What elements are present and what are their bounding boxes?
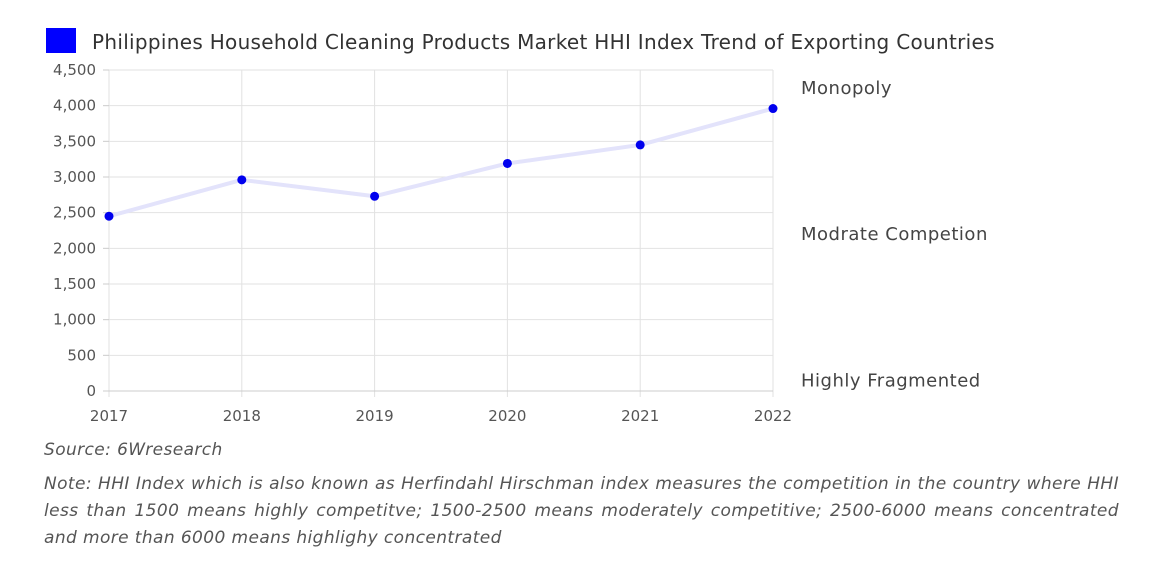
- source-note: Source: 6Wresearch: [44, 440, 223, 460]
- series-line: [108, 106, 774, 219]
- band-label: Modrate Competion: [801, 224, 988, 245]
- band-label: Monopoly: [801, 78, 892, 99]
- band-label: Highly Fragmented: [801, 370, 981, 391]
- x-tick-label: 2019: [356, 407, 394, 425]
- y-tick-label: 4,000: [53, 97, 96, 115]
- hhi-note: Note: HHI Index which is also known as H…: [44, 474, 1119, 548]
- x-tick-label: 2021: [621, 407, 659, 425]
- x-tick-label: 2018: [223, 407, 261, 425]
- x-tick-label: 2017: [90, 407, 128, 425]
- y-axis: 0 500 1,000 1,500 2,000 2,500 3,000 3,500 4,000 4…: [53, 61, 109, 400]
- data-point[interactable]: [502, 158, 512, 168]
- y-tick-label: 4,500: [53, 61, 96, 79]
- data-point[interactable]: [768, 104, 778, 114]
- hhi-line-chart: Philippines Household Cleaning Products …: [46, 28, 995, 425]
- chart-legend: Philippines Household Cleaning Products …: [46, 28, 995, 54]
- y-tick-label: 2,500: [53, 204, 96, 222]
- legend-swatch: [46, 28, 76, 53]
- chart-grid: [108, 69, 774, 397]
- y-tick-label: 1,500: [53, 275, 96, 293]
- y-tick-label: 0: [86, 382, 96, 400]
- y-tick-label: 500: [67, 346, 96, 364]
- y-tick-label: 3,000: [53, 168, 96, 186]
- data-point[interactable]: [104, 211, 114, 221]
- legend-label: Philippines Household Cleaning Products …: [92, 30, 995, 54]
- x-tick-label: 2020: [488, 407, 526, 425]
- data-point[interactable]: [370, 191, 380, 201]
- y-tick-label: 2,000: [53, 239, 96, 257]
- y-tick-label: 1,000: [53, 311, 96, 329]
- data-point[interactable]: [237, 175, 247, 185]
- y-tick-label: 3,500: [53, 132, 96, 150]
- x-axis: 2017 2018 2019 2020 2021 2022: [90, 390, 792, 425]
- x-tick-label: 2022: [754, 407, 792, 425]
- data-point[interactable]: [635, 140, 645, 150]
- band-labels: Monopoly Modrate Competion Highly Fragment…: [801, 78, 988, 391]
- chart-series: [104, 104, 778, 221]
